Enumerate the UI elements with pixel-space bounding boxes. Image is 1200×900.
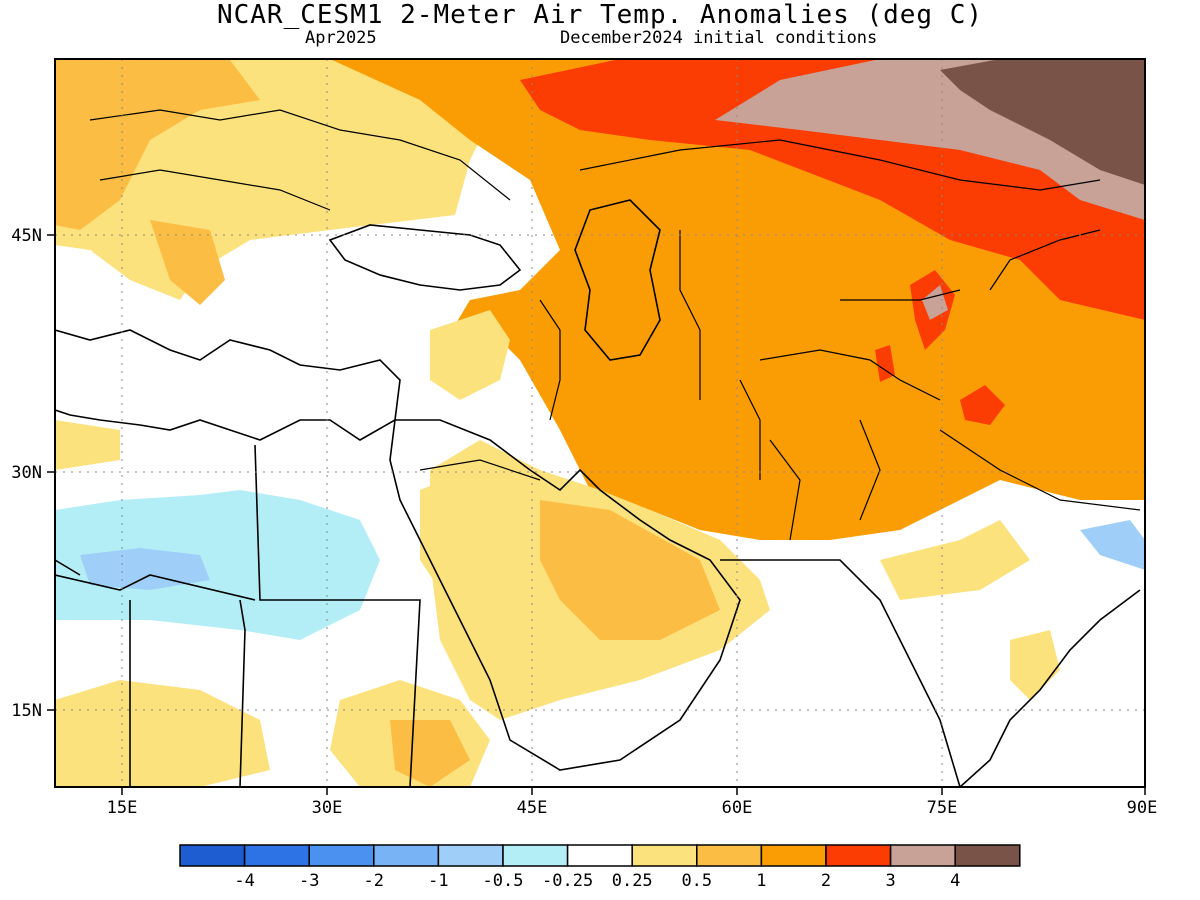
legend-label: -2 [364,871,384,891]
legend-label: -0.25 [542,871,593,891]
coastlines [55,199,1141,787]
legend-label: 4 [950,871,960,891]
legend-swatch [179,844,246,867]
india-east-warm [1010,630,1060,700]
borders [89,109,1141,541]
init-conditions-label: December2024 initial conditions [560,28,878,48]
lat-labels: 45N 30N 15N [11,226,42,721]
legend-swatch [373,844,440,867]
legend-label: 2 [821,871,831,891]
legend-swatch [566,844,633,867]
lat-tick-label: 30N [11,463,42,483]
valid-month-label: Apr2025 [305,28,377,48]
legend-label: 0.25 [612,871,653,891]
lon-tick-label: 90E [1127,798,1158,818]
lat-tick-label: 15N [11,701,42,721]
color-legend: -4 -3 -2 -1 -0.5 -0.25 0.25 0.5 1 2 3 4 [179,844,1021,891]
sahara-blue-area [55,490,380,640]
legend-swatch [696,844,763,867]
legend-swatch [825,844,892,867]
legend-swatch [243,844,310,867]
europe-orange-area [55,60,260,230]
legend-swatch [889,844,956,867]
red-spot-himalaya [960,385,1005,425]
mideast-warm-strip [430,310,510,400]
brown-area [940,59,1145,185]
legend-swatch [760,844,827,867]
lon-tick-label: 45E [517,798,548,818]
legend-label: 3 [885,871,895,891]
graticule [55,59,1145,787]
legend-label: -0.5 [483,871,524,891]
india-warm-patch [880,520,1030,600]
east-africa-warm [55,680,270,787]
lon-labels: 15E 30E 45E 60E 75E 90E [107,798,1158,818]
ethiopia-orange [390,720,470,787]
balkans-orange-area [150,220,225,305]
legend-label: -3 [299,871,319,891]
arabia-orange-area [540,500,720,640]
legend-label: 1 [756,871,766,891]
lat-tick-label: 45N [11,226,42,246]
legend-label: -4 [234,871,254,891]
sahara-mid-blue-area [80,548,210,590]
lon-tick-label: 75E [927,798,958,818]
arabia-light-area [420,470,500,590]
legend-label: 0.5 [681,871,712,891]
lon-tick-label: 15E [107,798,138,818]
lon-tick-label: 30E [312,798,343,818]
lon-tick-label: 60E [722,798,753,818]
bengal-blue [1080,520,1145,570]
mediterranean-warm [55,420,120,470]
map-frame [54,58,1146,788]
taupe-spot [922,285,948,320]
tick-marks [47,234,1146,795]
legend-swatch [437,844,504,867]
legend-swatch [631,844,698,867]
legend-swatch [954,844,1021,867]
anomaly-field [55,59,1145,787]
legend-swatch [308,844,375,867]
legend-swatch [502,844,569,867]
map-title: NCAR_CESM1 2-Meter Air Temp. Anomalies (… [216,0,984,30]
legend-label: -1 [428,871,448,891]
